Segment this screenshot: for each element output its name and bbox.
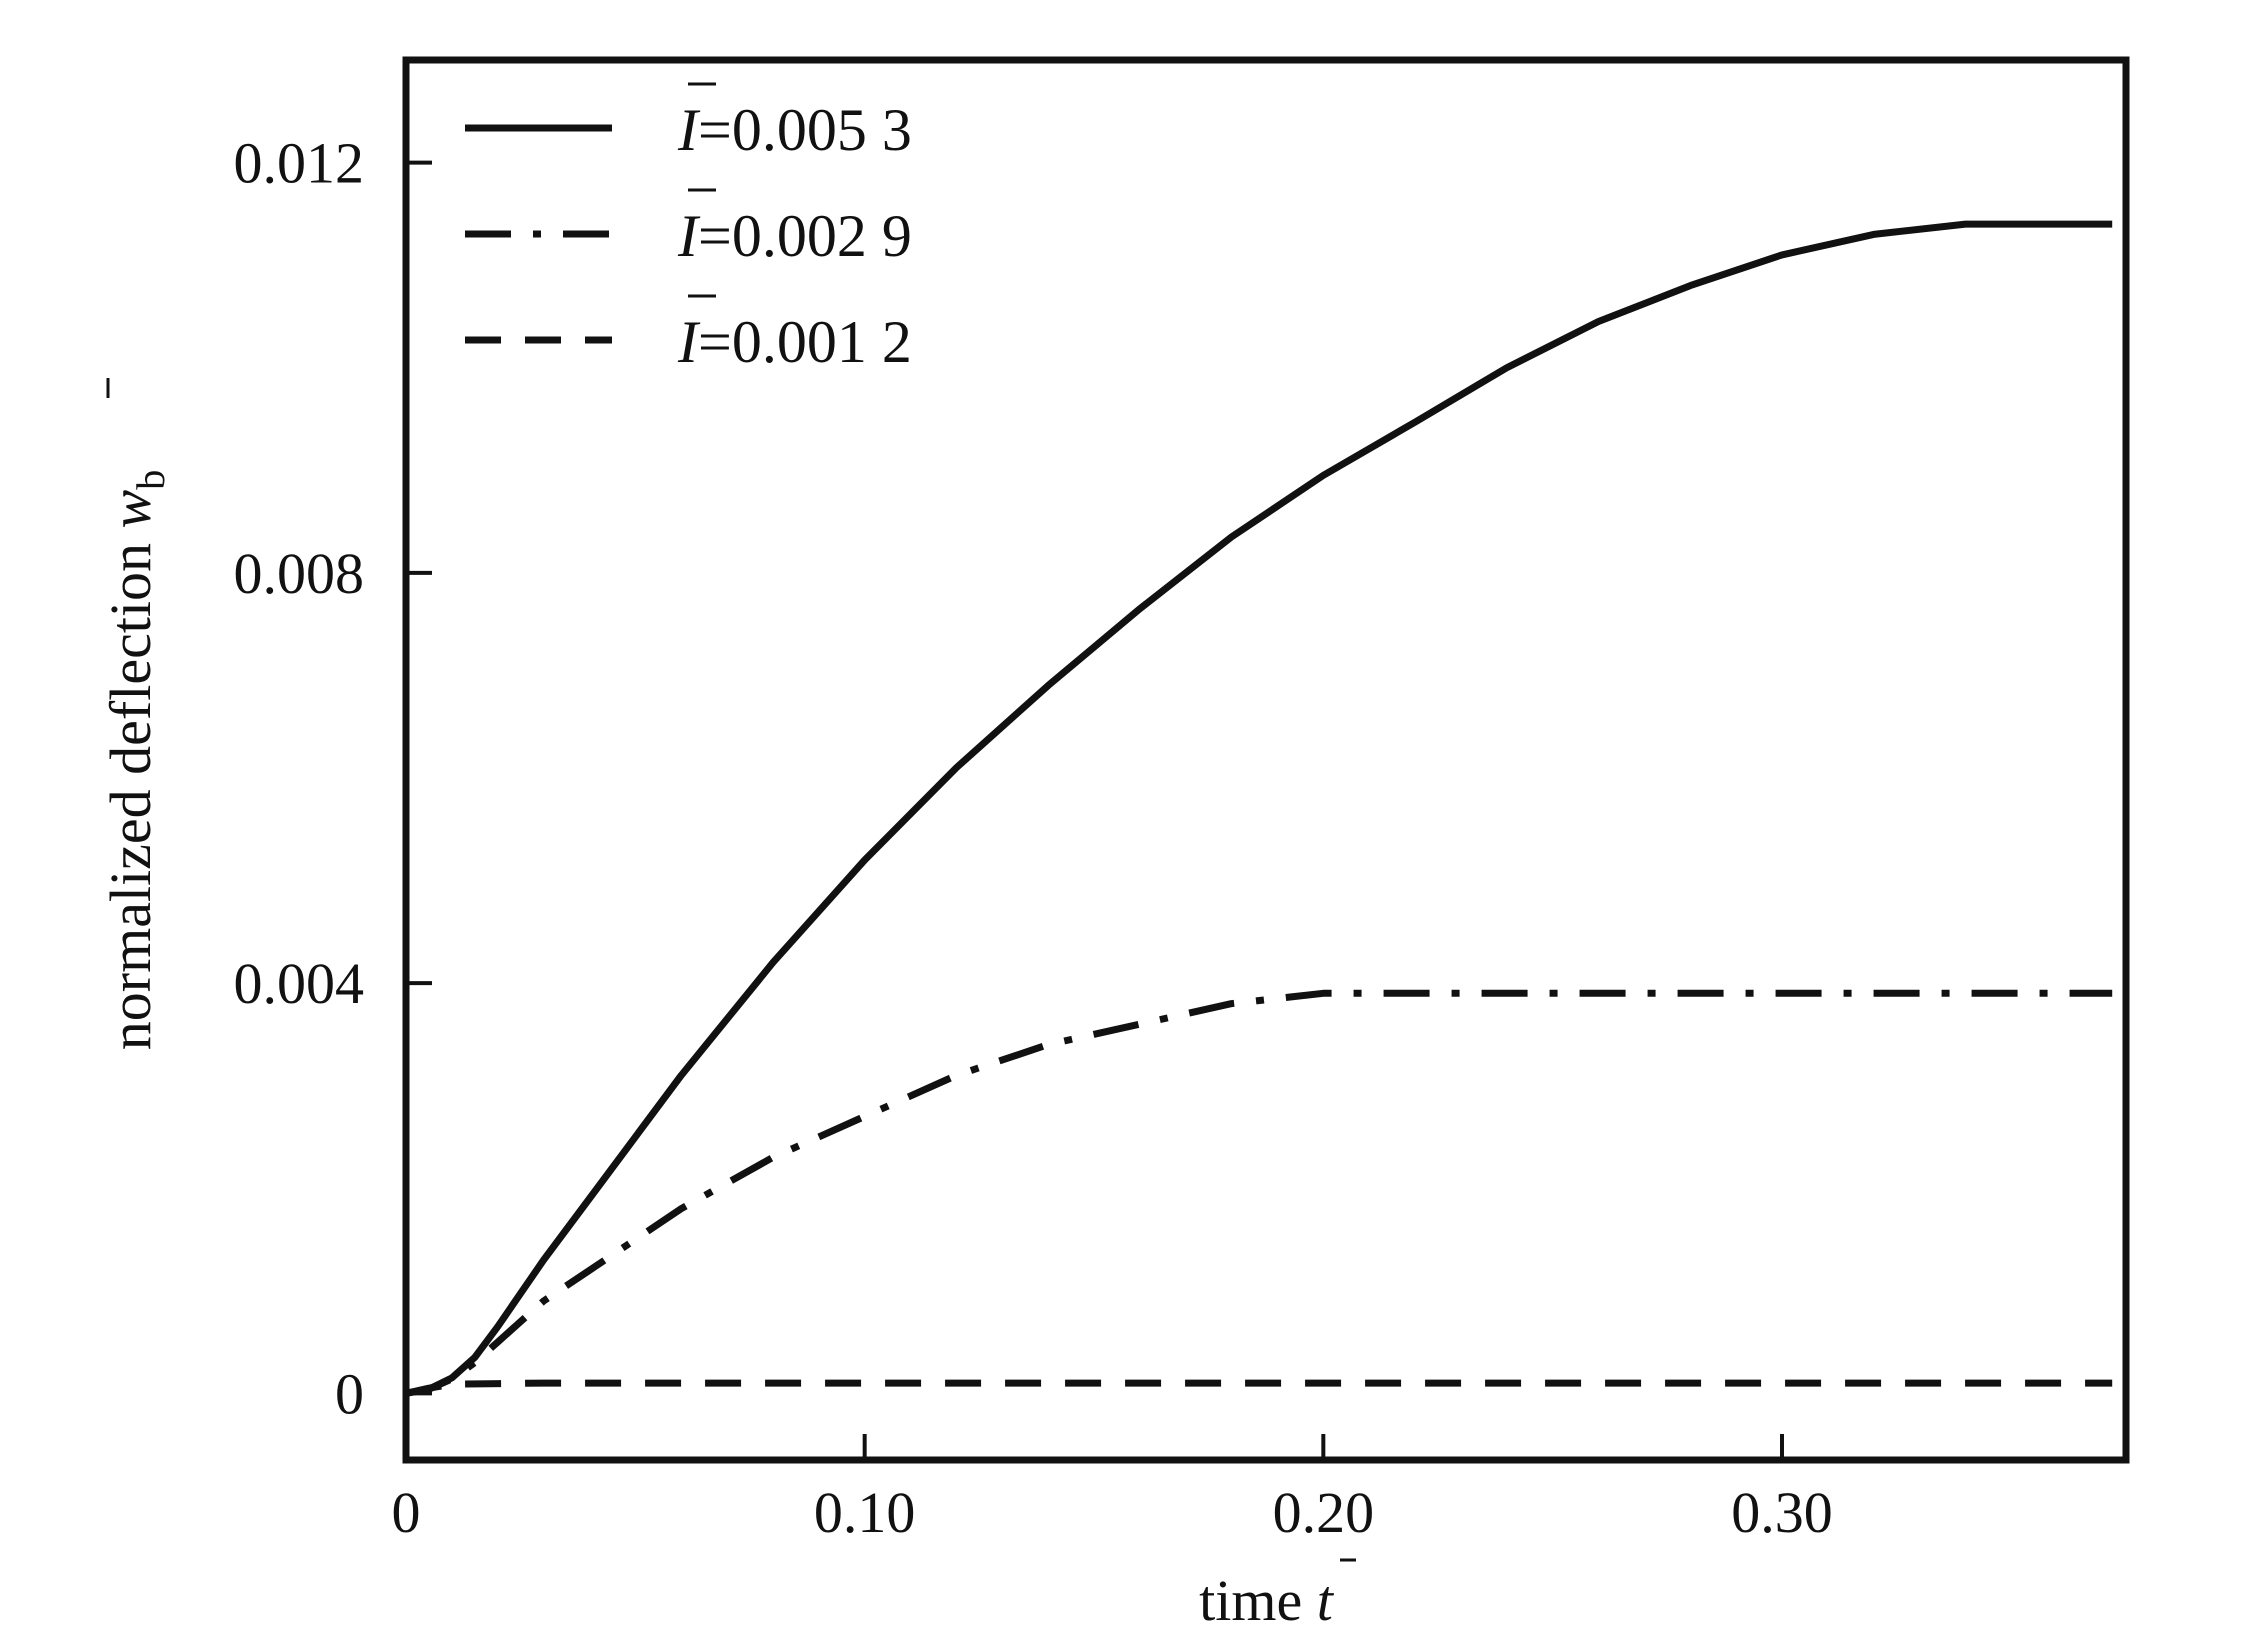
legend-label-3: I=0.001 2 [677, 309, 912, 375]
x-ticks: 0 0.10 0.20 0.30 [392, 1434, 1833, 1545]
legend-symbol-2: I [677, 203, 701, 269]
legend-label-1: I=0.005 3 [677, 97, 912, 163]
plot-frame [402, 56, 2130, 1464]
y-axis-title: normalized deflection wb [98, 470, 173, 1050]
x-tick-label-4: 0.30 [1731, 1480, 1833, 1545]
legend: I=0.005 3I=0.002 9I=0.001 2 [465, 82, 912, 375]
x-tick-label-3: 0.20 [1273, 1480, 1375, 1545]
x-axis-title-text: time [1199, 1568, 1317, 1633]
y-tick-label-2: 0.004 [234, 951, 365, 1016]
series-line-3 [405, 1379, 2113, 1397]
y-axis-symbol: w [98, 489, 163, 528]
y-tick-label-4: 0.012 [234, 131, 365, 196]
legend-label-2: I=0.002 9 [677, 203, 912, 269]
series-line-1 [405, 220, 2113, 1397]
legend-value-3: =0.001 2 [698, 309, 912, 375]
x-tick-label-1: 0 [392, 1480, 421, 1545]
y-tick-label-3: 0.008 [234, 541, 365, 606]
y-tick-label-1: 0 [335, 1361, 364, 1426]
legend-value-2: =0.002 9 [698, 203, 912, 269]
legend-value-1: =0.005 3 [698, 97, 912, 163]
y-axis-title-group: normalized deflection wb [98, 470, 173, 1050]
legend-symbol-1: I [677, 97, 701, 163]
y-axis-title-text: normalized deflection [98, 528, 163, 1050]
plot-lines [405, 220, 2113, 1397]
legend-symbol-3: I [677, 309, 701, 375]
x-tick-label-2: 0.10 [814, 1480, 916, 1545]
series-line-2 [405, 989, 2113, 1397]
y-ticks: 0 0.004 0.008 0.012 [234, 131, 432, 1426]
x-axis-symbol: t [1317, 1568, 1335, 1633]
y-axis-subscript: b [128, 470, 173, 490]
x-axis-title: time t [1199, 1568, 1335, 1633]
